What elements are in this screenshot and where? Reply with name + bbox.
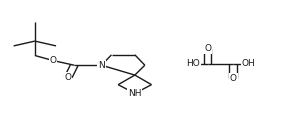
Text: NH: NH <box>128 89 142 98</box>
Text: O: O <box>65 73 72 82</box>
Text: HO: HO <box>186 59 200 68</box>
Text: O: O <box>49 56 57 65</box>
Text: O: O <box>230 74 237 83</box>
Text: OH: OH <box>241 59 255 68</box>
Text: N: N <box>98 61 105 70</box>
Text: O: O <box>204 44 211 53</box>
